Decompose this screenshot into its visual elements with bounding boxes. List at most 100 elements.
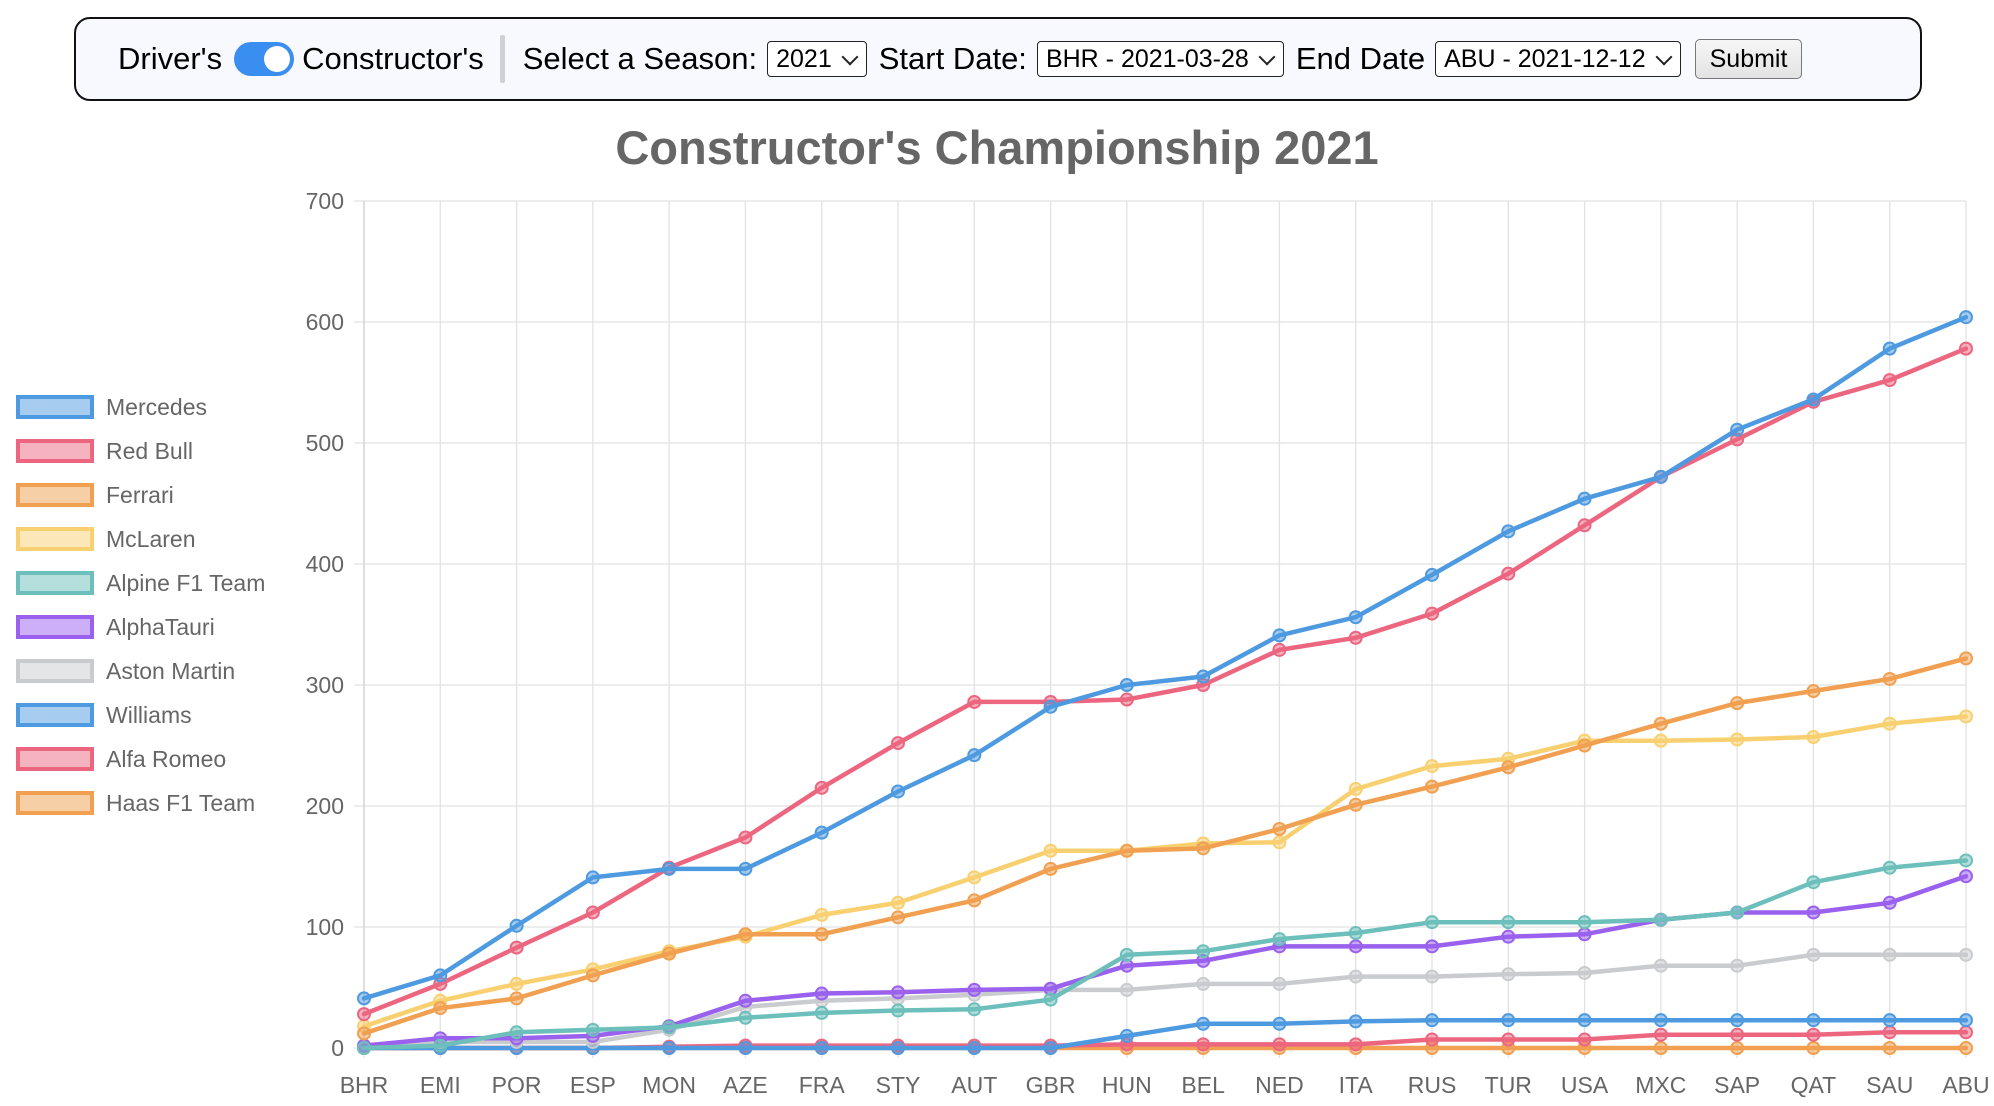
- data-point-mercedes: [891, 784, 905, 799]
- data-point-red-bull: [891, 736, 905, 751]
- y-tick-label: 700: [306, 188, 344, 214]
- x-tick-label: MON: [642, 1072, 696, 1098]
- x-tick-label: SAU: [1866, 1072, 1913, 1098]
- data-point-alphatauri: [1425, 939, 1439, 954]
- data-point-aston-martin: [1501, 967, 1516, 982]
- data-point-alfa-romeo: [1577, 1032, 1592, 1047]
- data-point-ferrari: [1119, 843, 1134, 858]
- data-point-williams: [738, 1041, 753, 1055]
- data-point-alpine-f1-team: [357, 1041, 371, 1055]
- y-tick-label: 0: [331, 1035, 344, 1061]
- data-point-alpine-f1-team: [967, 1002, 982, 1017]
- data-point-ferrari: [1043, 861, 1058, 876]
- x-tick-label: HUN: [1102, 1072, 1152, 1098]
- data-point-alphatauri: [967, 982, 982, 997]
- data-point-ferrari: [967, 893, 982, 908]
- data-point-williams: [1425, 1013, 1439, 1028]
- series-line-mclaren: [361, 714, 1969, 1029]
- y-tick-label: 300: [306, 672, 344, 698]
- data-point-alpine-f1-team: [738, 1010, 753, 1025]
- data-point-mercedes: [1501, 524, 1516, 539]
- legend-item[interactable]: Alfa Romeo: [16, 742, 226, 776]
- x-tick-label: QAT: [1791, 1072, 1837, 1098]
- data-point-mercedes: [1959, 310, 1973, 325]
- y-tick-label: 600: [306, 309, 344, 335]
- data-point-mercedes: [1882, 341, 1897, 356]
- data-point-alfa-romeo: [1272, 1037, 1287, 1052]
- legend-item[interactable]: AlphaTauri: [16, 610, 215, 644]
- data-point-alfa-romeo: [1425, 1032, 1439, 1047]
- legend-item[interactable]: Aston Martin: [16, 654, 235, 688]
- x-tick-label: TUR: [1485, 1072, 1532, 1098]
- data-point-mercedes: [1577, 491, 1592, 506]
- legend-swatch: [16, 527, 94, 551]
- season-select[interactable]: 2021: [767, 41, 867, 77]
- legend-item[interactable]: Ferrari: [16, 478, 174, 512]
- end-date-label: End Date: [1295, 41, 1426, 76]
- data-point-red-bull: [585, 905, 600, 920]
- data-point-mercedes: [1806, 392, 1821, 407]
- x-tick-label: RUS: [1408, 1072, 1457, 1098]
- start-date-select[interactable]: BHR - 2021-03-28: [1036, 41, 1284, 77]
- data-point-williams: [1959, 1013, 1973, 1028]
- data-point-alpine-f1-team: [1425, 915, 1439, 930]
- constructor-toggle-label: Constructor's: [302, 41, 484, 76]
- data-point-ferrari: [1196, 841, 1211, 856]
- legend-item[interactable]: Haas F1 Team: [16, 786, 255, 820]
- end-date-select[interactable]: ABU - 2021-12-12: [1435, 41, 1681, 77]
- legend-swatch: [16, 483, 94, 507]
- data-point-alpine-f1-team: [1196, 944, 1211, 959]
- data-point-mercedes: [1425, 567, 1439, 582]
- data-point-alpine-f1-team: [1043, 992, 1058, 1007]
- data-point-ferrari: [1653, 716, 1668, 731]
- data-point-haas-f1-team: [1806, 1041, 1821, 1055]
- legend-item[interactable]: Red Bull: [16, 434, 193, 468]
- championship-toggle[interactable]: [234, 42, 295, 76]
- data-point-williams: [891, 1041, 905, 1055]
- x-tick-label: GBR: [1026, 1072, 1076, 1098]
- legend-item[interactable]: McLaren: [16, 522, 195, 556]
- data-point-red-bull: [967, 694, 982, 709]
- data-point-ferrari: [891, 910, 905, 925]
- legend-swatch: [16, 439, 94, 463]
- legend-swatch: [16, 703, 94, 727]
- x-tick-label: SAP: [1714, 1072, 1760, 1098]
- data-point-aston-martin: [1806, 947, 1821, 962]
- data-point-mercedes: [1730, 422, 1745, 437]
- data-point-mercedes: [585, 870, 600, 885]
- legend-label: Mercedes: [106, 393, 207, 420]
- series-line-alpine-f1-team: [361, 858, 1969, 1051]
- data-point-alphatauri: [891, 985, 905, 1000]
- data-point-ferrari: [357, 1026, 371, 1041]
- data-point-alpine-f1-team: [1501, 915, 1516, 930]
- data-point-mclaren: [967, 870, 982, 885]
- data-point-alpine-f1-team: [1730, 905, 1745, 920]
- start-date-select-value: BHR - 2021-03-28: [1045, 44, 1249, 73]
- legend-item[interactable]: Alpine F1 Team: [16, 566, 265, 600]
- data-point-ferrari: [433, 1001, 448, 1016]
- x-tick-label: BHR: [340, 1072, 389, 1098]
- submit-button[interactable]: Submit: [1694, 39, 1803, 79]
- chart-title: Constructor's Championship 2021: [615, 121, 1379, 174]
- data-point-red-bull: [1959, 341, 1973, 356]
- data-point-aston-martin: [1577, 965, 1592, 980]
- data-point-alphatauri: [814, 986, 829, 1001]
- data-point-mclaren: [814, 907, 829, 922]
- data-point-alpine-f1-team: [1119, 947, 1134, 962]
- legend-item[interactable]: Williams: [16, 698, 192, 732]
- legend-label: Haas F1 Team: [106, 789, 256, 816]
- data-point-ferrari: [1425, 779, 1439, 794]
- data-point-mercedes: [357, 991, 371, 1006]
- legend-label: Alfa Romeo: [106, 745, 227, 772]
- y-tick-label: 200: [306, 793, 344, 819]
- data-point-alfa-romeo: [1806, 1027, 1821, 1042]
- data-point-williams: [1043, 1041, 1058, 1055]
- legend-label: Red Bull: [106, 437, 193, 464]
- x-tick-label: USA: [1561, 1072, 1609, 1098]
- legend-item[interactable]: Mercedes: [16, 390, 207, 424]
- data-point-alfa-romeo: [1730, 1027, 1745, 1042]
- legend-label: AlphaTauri: [106, 613, 215, 640]
- data-point-ferrari: [1730, 696, 1745, 711]
- data-point-red-bull: [814, 780, 829, 795]
